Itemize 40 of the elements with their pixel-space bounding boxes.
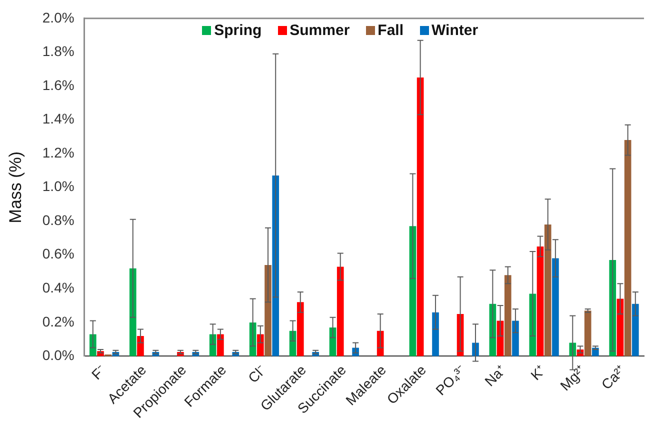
bar (512, 320, 519, 356)
y-tick-label: 1.6% (42, 76, 74, 93)
bar (536, 246, 544, 356)
bar (529, 294, 536, 356)
bar (336, 266, 344, 356)
bar (256, 334, 264, 356)
bar (217, 334, 224, 356)
x-tick-label: Cl⁻ (244, 362, 270, 386)
bar (504, 275, 512, 356)
y-tick-label: 1.0% (42, 178, 74, 194)
bar (584, 310, 592, 356)
y-axis-title: Mass (%) (6, 151, 25, 224)
y-tick-label: 0.6% (42, 246, 74, 262)
legend-label: Summer (290, 22, 350, 40)
y-tick-label: 0.0% (42, 347, 74, 364)
bar (296, 302, 304, 356)
legend-label: Fall (378, 22, 404, 40)
bar (272, 175, 280, 356)
bar (632, 304, 639, 356)
x-tick-label: Ca²⁺ (598, 362, 629, 393)
y-tick-label: 1.2% (42, 144, 74, 160)
bar (264, 265, 272, 356)
legend-label: Winter (432, 22, 478, 40)
y-tick-label: 1.4% (42, 110, 74, 127)
bar (552, 258, 559, 356)
bar (544, 224, 552, 356)
bar (624, 140, 632, 356)
bar (137, 336, 144, 356)
y-tick-label: 2.0% (42, 9, 74, 26)
y-tick-label: 1.8% (42, 43, 74, 60)
legend-label: Spring (214, 22, 262, 40)
x-tick-label: K⁺ (527, 362, 549, 384)
x-tick-label: F⁻ (88, 362, 110, 383)
y-tick-label: 0.8% (42, 212, 74, 228)
bar (416, 78, 424, 356)
y-tick-label: 0.4% (42, 280, 74, 296)
y-tick-label: 0.2% (42, 313, 74, 330)
bar (129, 268, 136, 356)
x-tick-label: Na⁺ (481, 362, 509, 390)
bar (432, 312, 439, 356)
